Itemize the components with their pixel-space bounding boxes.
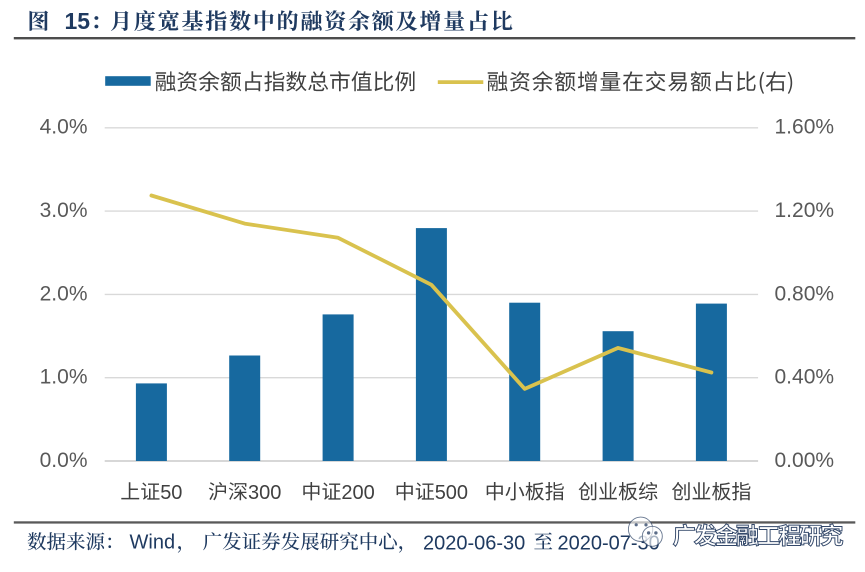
svg-text:1.60%: 1.60% xyxy=(775,116,835,139)
svg-text:200: 200 xyxy=(341,482,374,504)
svg-text:0.0%: 0.0% xyxy=(40,449,88,472)
svg-text:3.0%: 3.0% xyxy=(40,199,88,222)
svg-text:0.00%: 0.00% xyxy=(775,449,835,472)
svg-text:50: 50 xyxy=(160,482,182,504)
svg-text:500: 500 xyxy=(435,482,468,504)
svg-text:0.40%: 0.40% xyxy=(775,366,835,389)
svg-text:2020-06-30: 2020-06-30 xyxy=(423,532,525,554)
svg-text:1.20%: 1.20% xyxy=(775,199,835,222)
svg-text:0.80%: 0.80% xyxy=(775,282,835,305)
svg-text:300: 300 xyxy=(248,482,281,504)
svg-text:Wind: Wind xyxy=(130,532,176,554)
svg-text:2.0%: 2.0% xyxy=(40,282,88,305)
svg-text:1.0%: 1.0% xyxy=(40,366,88,389)
svg-text:4.0%: 4.0% xyxy=(40,116,88,139)
svg-text:15: 15 xyxy=(65,8,91,34)
